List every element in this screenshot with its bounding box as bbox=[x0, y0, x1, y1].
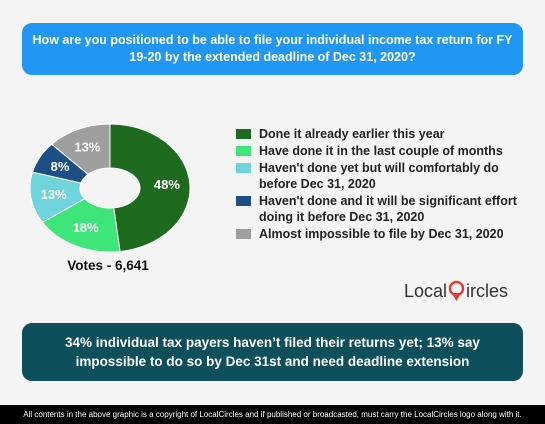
copyright-notice: All contents in the above graphic is a c… bbox=[0, 405, 545, 424]
votes-count: Votes - 6,641 bbox=[67, 258, 149, 273]
logo-text-local: Local bbox=[404, 280, 448, 301]
legend-label: Done it already earlier this year bbox=[259, 127, 445, 141]
slice-label: 18% bbox=[73, 220, 99, 235]
legend-item: Done it already earlier this year bbox=[236, 126, 536, 142]
summary-banner: 34% individual tax payers haven’t filed … bbox=[22, 323, 523, 381]
legend-label: Haven't done yet but will comfortably do… bbox=[259, 161, 499, 191]
legend-swatch bbox=[236, 129, 251, 139]
pie-slice bbox=[50, 123, 111, 175]
legend-swatch bbox=[236, 229, 251, 239]
slice-label: 8% bbox=[51, 159, 70, 174]
legend-swatch bbox=[236, 196, 251, 206]
pie-slice bbox=[109, 123, 191, 253]
localcircles-logo: Local ircles bbox=[404, 280, 508, 302]
slice-label: 13% bbox=[74, 140, 100, 155]
legend-item: Have done it in the last couple of month… bbox=[236, 143, 536, 159]
slice-label: 48% bbox=[154, 177, 180, 192]
chart-legend: Done it already earlier this year Have d… bbox=[236, 126, 536, 243]
logo-text-ircles: ircles bbox=[466, 280, 509, 301]
legend-item: Haven't done and it will be significant … bbox=[236, 193, 536, 225]
legend-swatch bbox=[236, 163, 251, 173]
donut-chart: 48% 18% 13% 8% 13% bbox=[29, 123, 191, 253]
location-pin-icon bbox=[448, 280, 465, 301]
legend-label: Haven't done and it will be significant … bbox=[259, 194, 517, 224]
legend-item: Haven't done yet but will comfortably do… bbox=[236, 160, 536, 192]
legend-label: Almost impossible to file by Dec 31, 202… bbox=[259, 227, 504, 241]
slice-label: 13% bbox=[41, 187, 67, 202]
legend-item: Almost impossible to file by Dec 31, 202… bbox=[236, 226, 536, 242]
legend-swatch bbox=[236, 146, 251, 156]
legend-label: Have done it in the last couple of month… bbox=[259, 144, 503, 158]
survey-question: How are you positioned to be able to fil… bbox=[22, 23, 523, 75]
